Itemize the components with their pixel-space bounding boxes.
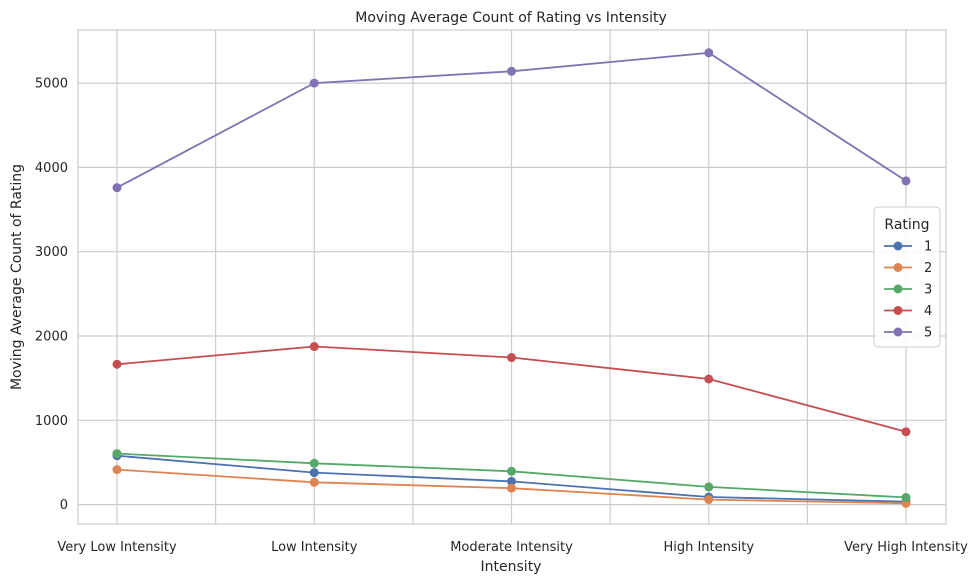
data-point <box>309 477 319 487</box>
data-point <box>112 449 122 459</box>
data-point <box>507 66 516 76</box>
legend-swatch-marker <box>893 263 903 272</box>
legend-label: 4 <box>924 304 932 319</box>
y-tick-label: 1000 <box>35 414 68 429</box>
legend-label: 3 <box>924 283 932 298</box>
data-point <box>507 476 516 486</box>
data-point <box>112 465 122 475</box>
series-3 <box>112 449 911 502</box>
legend-swatch-marker <box>893 284 903 294</box>
y-tick-label: 3000 <box>35 245 68 260</box>
data-point <box>309 78 319 88</box>
legend-item: 1 <box>884 240 932 255</box>
chart-title: Moving Average Count of Rating vs Intens… <box>355 10 667 26</box>
data-point <box>901 492 911 502</box>
data-point <box>704 482 714 492</box>
data-point <box>112 359 122 369</box>
legend-item: 5 <box>884 326 932 341</box>
series-layer <box>112 48 911 508</box>
x-tick-label: High Intensity <box>663 540 754 555</box>
legend-item: 2 <box>884 261 932 276</box>
series-4 <box>112 342 911 437</box>
data-point <box>112 183 122 193</box>
data-point <box>309 342 319 352</box>
axes: 0 1000 2000 3000 4000 5000 Very Low Intensity L… <box>35 29 968 555</box>
x-tick-label: Very Low Intensity <box>57 540 177 555</box>
grid <box>78 30 946 524</box>
data-point <box>901 176 911 186</box>
legend-title: Rating <box>884 217 929 233</box>
data-point <box>704 374 714 384</box>
x-tick-label: Very High Intensity <box>844 540 968 555</box>
data-point <box>704 495 714 505</box>
y-tick-label: 2000 <box>35 330 68 345</box>
y-tick-label: 0 <box>60 498 68 513</box>
plot-frame <box>77 29 947 525</box>
legend-item: 3 <box>884 283 932 298</box>
data-point <box>507 466 516 476</box>
data-point <box>901 427 911 437</box>
data-point <box>704 48 714 58</box>
legend-swatch-marker <box>893 327 903 337</box>
y-tick-label: 4000 <box>35 161 68 176</box>
legend-swatch-marker <box>893 306 903 315</box>
legend-swatch-marker <box>893 241 903 251</box>
data-point <box>309 468 319 478</box>
x-tick-label: Moderate Intensity <box>450 540 573 555</box>
series-2 <box>112 465 911 508</box>
legend-label: 2 <box>924 261 932 276</box>
data-point <box>507 483 516 493</box>
x-tick-label: Low Intensity <box>271 540 358 555</box>
legend-item: 4 <box>884 304 932 319</box>
y-tick-label: 5000 <box>35 77 68 92</box>
legend: Rating 1 2 3 4 5 <box>873 206 941 348</box>
legend-box <box>873 206 941 348</box>
data-point <box>507 353 516 363</box>
legend-label: 1 <box>924 240 932 255</box>
y-axis-label: Moving Average Count of Rating <box>9 164 25 390</box>
data-point <box>309 458 319 468</box>
series-5 <box>112 48 911 193</box>
legend-label: 5 <box>924 326 932 341</box>
x-axis-label: Intensity <box>481 559 542 575</box>
